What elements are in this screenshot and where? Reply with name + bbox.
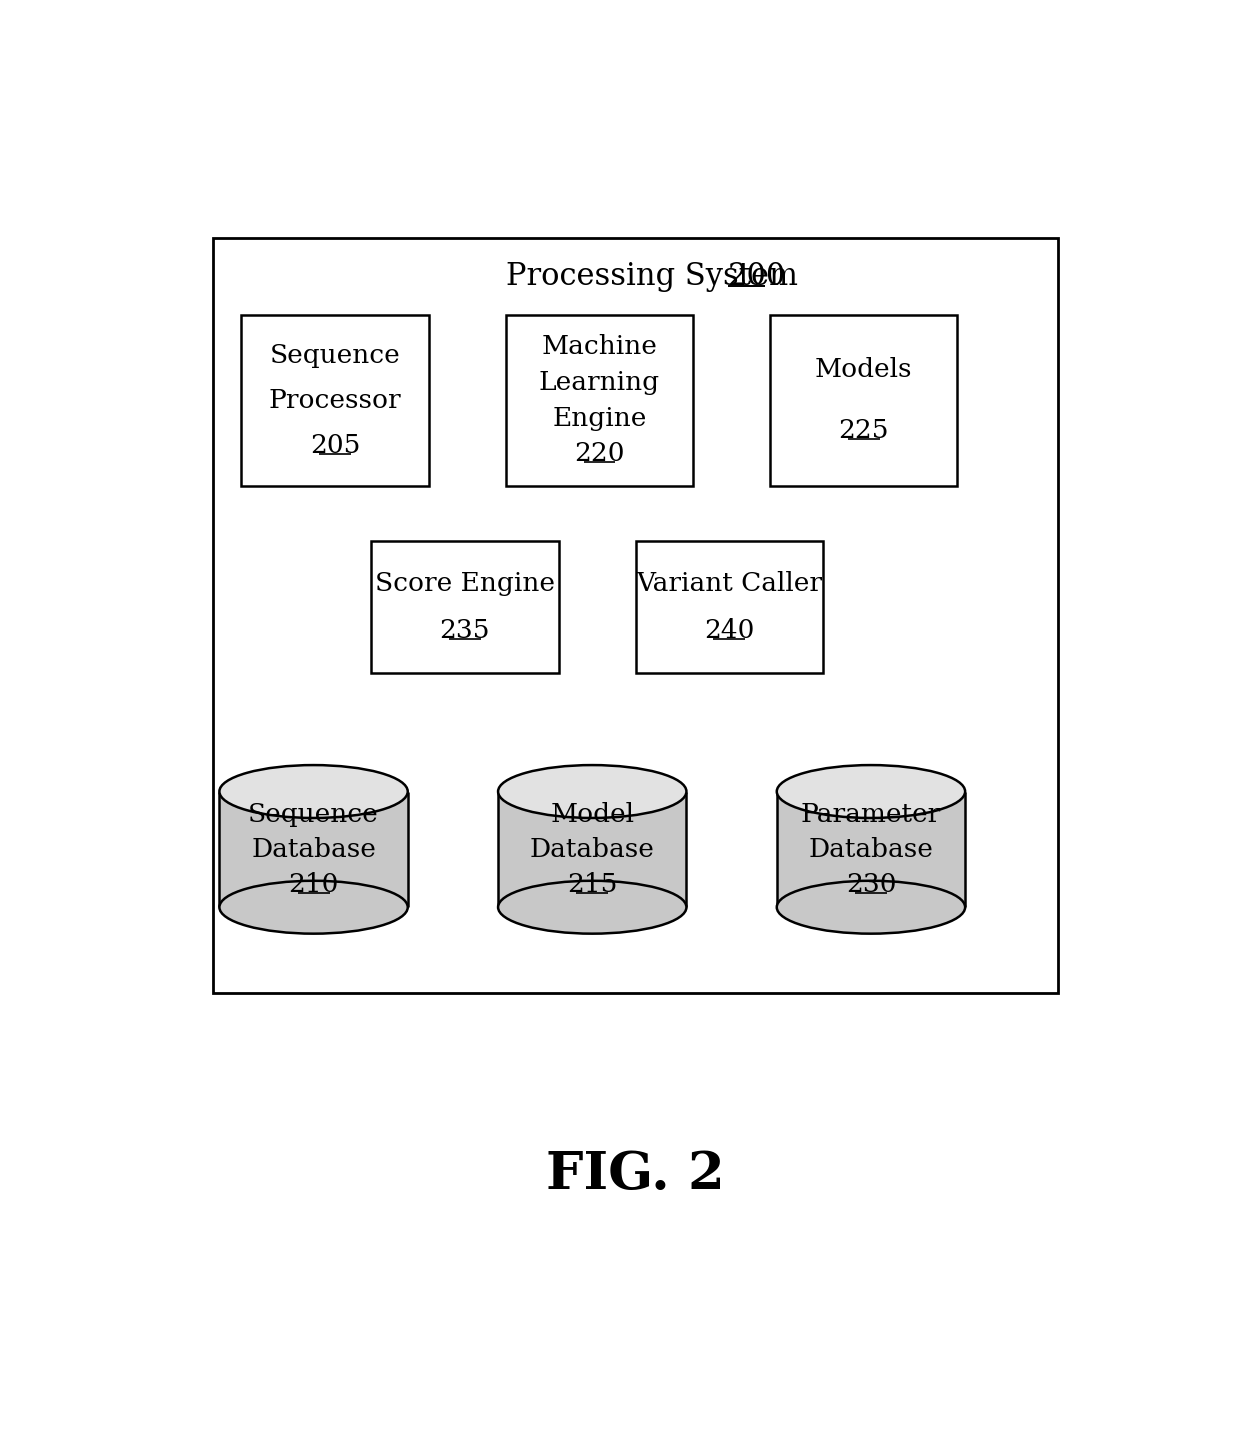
- Bar: [506, 315, 693, 485]
- Text: Learning: Learning: [539, 371, 660, 395]
- Text: Sequence: Sequence: [248, 801, 379, 827]
- Text: Model: Model: [551, 801, 634, 827]
- Ellipse shape: [219, 880, 408, 933]
- Ellipse shape: [498, 766, 687, 819]
- Bar: [776, 791, 965, 907]
- Text: Variant Caller: Variant Caller: [636, 571, 822, 595]
- Text: 240: 240: [704, 618, 754, 643]
- Bar: [770, 315, 957, 485]
- Text: 235: 235: [440, 618, 490, 643]
- Text: Score Engine: Score Engine: [374, 571, 556, 595]
- Bar: [219, 791, 408, 907]
- Text: 205: 205: [310, 432, 361, 458]
- Bar: [498, 791, 687, 907]
- Text: Sequence: Sequence: [270, 343, 401, 368]
- Text: Models: Models: [815, 358, 913, 382]
- Text: Database: Database: [529, 837, 655, 861]
- Bar: [242, 315, 429, 485]
- Text: Engine: Engine: [552, 405, 646, 431]
- Text: 210: 210: [289, 871, 339, 897]
- Text: 200: 200: [728, 260, 786, 292]
- Ellipse shape: [219, 766, 408, 819]
- Text: Database: Database: [808, 837, 934, 861]
- Bar: [213, 238, 1058, 993]
- Bar: [371, 541, 559, 673]
- Text: 215: 215: [567, 871, 618, 897]
- Bar: [635, 541, 823, 673]
- Ellipse shape: [776, 766, 965, 819]
- Text: Processor: Processor: [269, 388, 402, 414]
- Text: 225: 225: [838, 418, 889, 444]
- Text: Processing System: Processing System: [506, 260, 808, 292]
- Text: 230: 230: [846, 871, 897, 897]
- Text: FIG. 2: FIG. 2: [546, 1149, 725, 1201]
- Ellipse shape: [498, 880, 687, 933]
- Text: Parameter: Parameter: [801, 801, 941, 827]
- Text: Machine: Machine: [542, 335, 657, 359]
- Ellipse shape: [776, 880, 965, 933]
- Text: 220: 220: [574, 441, 625, 467]
- Text: Database: Database: [252, 837, 376, 861]
